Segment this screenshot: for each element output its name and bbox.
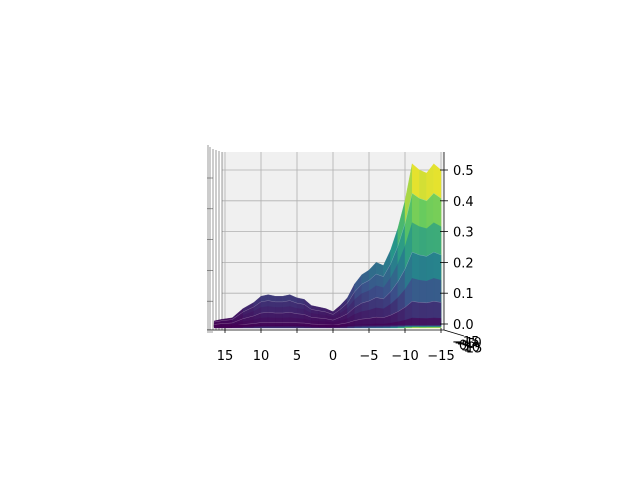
surface-facet [412,317,420,326]
x-tick-label: −10 [391,349,418,364]
x-tick-label: −5 [359,349,378,364]
z-tick-label: 0.5 [453,164,474,179]
surface-facet [231,324,244,328]
y-tick-label: 0 [459,338,467,353]
surface-facet [340,324,348,327]
y-axis-line [443,329,465,337]
surface-facet [332,324,341,328]
surface-facet [221,324,233,328]
surface-facet [289,324,298,327]
surface-facet [325,324,334,328]
surface-facet [318,324,326,327]
y-tick-label: 15 [466,342,483,357]
surface-facet [260,324,269,327]
x-tick-label: −15 [427,349,454,364]
x-tick-label: 15 [217,349,234,364]
z-tick-label: 0.1 [453,287,474,302]
y-tick-label: −10 [454,336,481,351]
surface-facet [282,324,290,327]
surface-facet [361,324,370,326]
x-tick-label: 5 [293,349,301,364]
surface-facet [304,324,312,327]
surface-mesh [213,163,442,329]
y-tick-label: 5 [461,339,469,354]
y-tick-label: −15 [452,335,479,350]
y-tick-label: −5 [457,337,476,352]
surface-facet [253,324,262,327]
surface-facet [242,324,255,327]
surface-facet [419,318,427,326]
surface-facet [268,324,276,327]
depth-pane-edges [207,145,223,333]
surface-facet [433,317,442,326]
surface-facet [296,324,305,327]
z-tick-label: 0.0 [453,318,474,333]
x-tick-label: 0 [329,349,337,364]
x-tick-label: 10 [253,349,270,364]
surface-wire [214,192,442,323]
surface-facet [213,324,222,328]
surface-facet [311,324,319,327]
x-axis-ticks: 15 10 5 0 −5 −10 −15 [217,328,455,364]
z-axis-ticks: 0.0 0.1 0.2 0.3 0.4 0.5 [440,164,474,333]
surface-facet [376,323,384,326]
z-tick-label: 0.3 [453,226,474,241]
surface-wire [214,251,442,325]
surface-facet [275,324,283,327]
surface-facet [426,317,434,326]
y-tick-label: 10 [464,341,481,356]
z-tick-label: 0.2 [453,256,474,271]
z-tick-label: 0.4 [453,195,474,210]
